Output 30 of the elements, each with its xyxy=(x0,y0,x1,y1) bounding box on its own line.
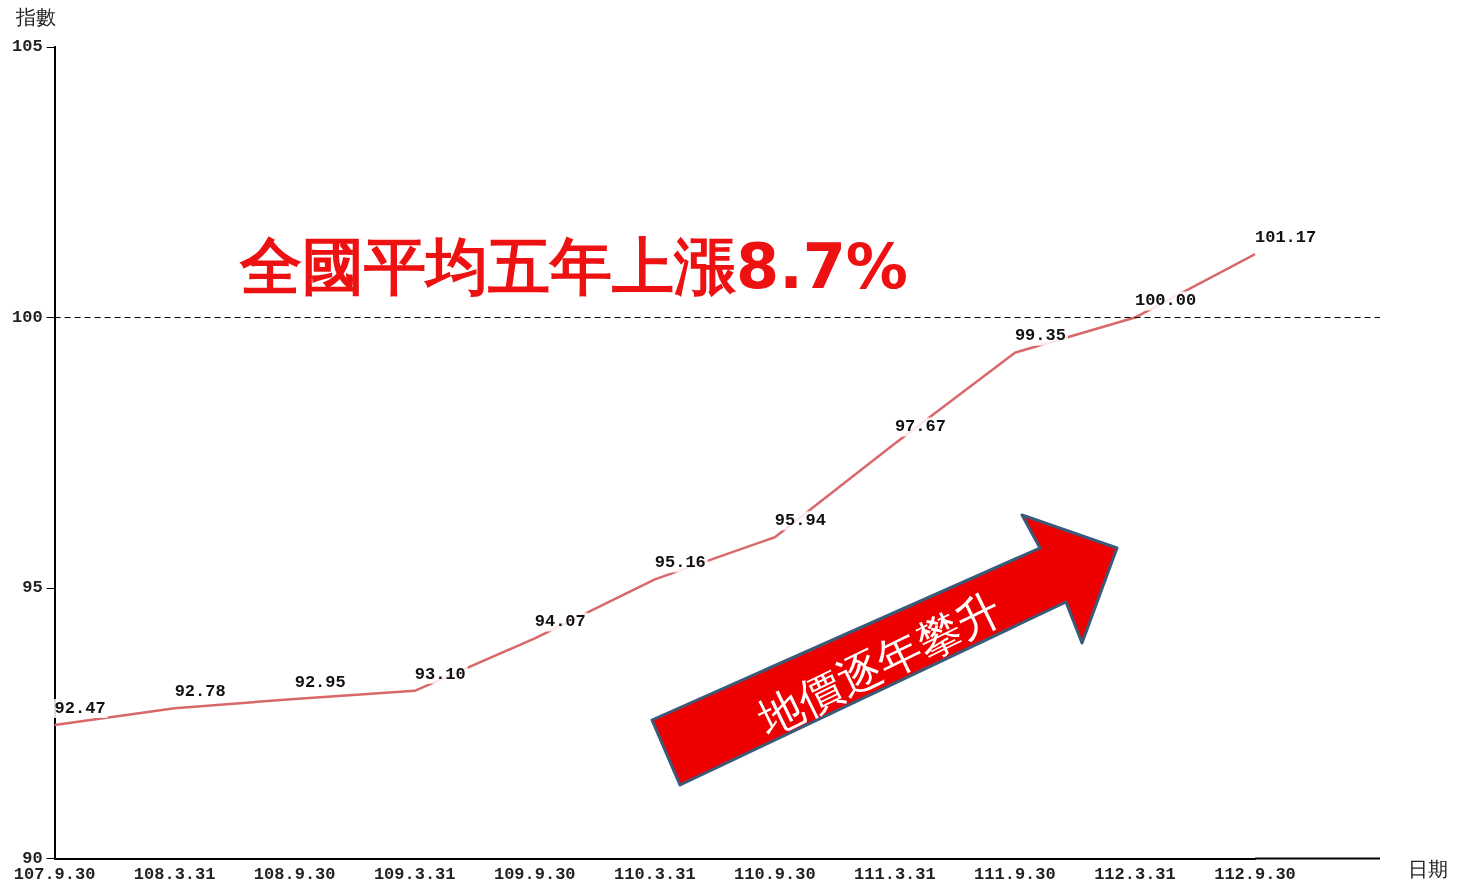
y-tick-label: 105 xyxy=(12,37,43,57)
data-label: 92.95 xyxy=(294,672,346,692)
x-tick-label: 109.3.31 xyxy=(373,865,456,885)
data-label: 95.94 xyxy=(774,510,826,530)
data-label: 93.10 xyxy=(414,664,466,684)
annotation: 地價逐年攀升 xyxy=(748,582,1011,747)
data-label: 95.16 xyxy=(654,553,706,573)
annotation: 全國平均五年上漲8.7% xyxy=(240,229,908,305)
x-tick-label: 112.3.31 xyxy=(1094,865,1176,885)
x-tick-label: 111.3.31 xyxy=(854,865,936,885)
x-tick-label: 109.9.30 xyxy=(493,865,576,885)
y-tick-label: 100 xyxy=(12,307,43,327)
x-tick-label: 108.3.31 xyxy=(133,865,216,885)
x-tick-label: 111.9.30 xyxy=(974,865,1056,885)
y-tick-label: 95 xyxy=(22,578,43,598)
y-tick-label: 90 xyxy=(22,848,43,868)
x-tick-label: 110.3.31 xyxy=(613,865,696,885)
x-tick-label: 107.9.30 xyxy=(13,865,96,885)
x-tick-label: 112.9.30 xyxy=(1214,865,1296,885)
x-tick-label: 108.9.30 xyxy=(253,865,336,885)
data-label: 101.17 xyxy=(1255,228,1317,248)
data-label: 92.47 xyxy=(54,698,106,718)
x-axis-title: 日期 xyxy=(1408,856,1448,883)
data-label: 94.07 xyxy=(534,612,586,632)
x-tick-label: 110.9.30 xyxy=(734,865,816,885)
y-axis-title: 指數 xyxy=(16,4,56,31)
data-label: 99.35 xyxy=(1014,326,1066,346)
data-label: 97.67 xyxy=(894,417,946,437)
data-label: 92.78 xyxy=(174,681,226,701)
data-label: 100.00 xyxy=(1134,291,1197,311)
